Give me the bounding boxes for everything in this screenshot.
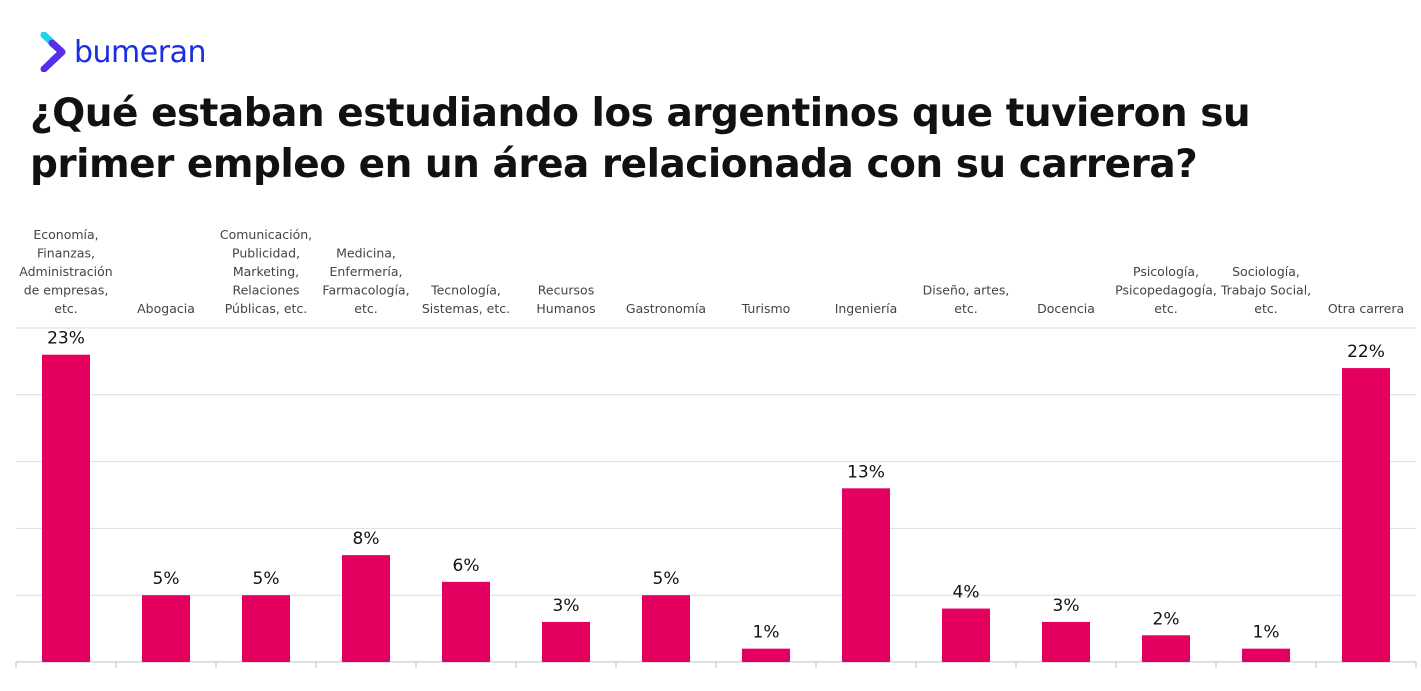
category-label-line: etc. [354,301,377,316]
category-label-line: Docencia [1037,301,1095,316]
category-label-line: Trabajo Social, [1220,283,1311,298]
category-label-line: Tecnología, [430,283,501,298]
category-label-line: Diseño, artes, [923,283,1010,298]
category-label-line: Ingeniería [835,301,898,316]
bar [742,648,790,662]
bar [942,608,990,662]
category-label-line: Psicopedagogía, [1115,283,1217,298]
category-label-line: Economía, [33,227,98,242]
category-label: Economía, Finanzas, Administración de empre… [19,227,112,316]
bar [1242,648,1290,662]
value-label: 8% [353,529,380,549]
value-label: 23% [47,329,85,349]
value-label: 1% [753,623,780,643]
logo-wordmark: bumeran [74,34,206,70]
value-label: 6% [453,556,480,576]
category-label-line: Administración [19,264,112,279]
bar [1142,635,1190,662]
category-label-line: Recursos [538,283,594,298]
category-label: Ingeniería [835,301,898,316]
bumeran-logo: bumeran [40,30,206,74]
value-label: 3% [1053,596,1080,616]
category-label-line: etc. [1254,301,1277,316]
chart-title: ¿Qué estaban estudiando los argentinos q… [30,91,1251,187]
category-label-line: etc. [954,301,977,316]
value-label: 5% [153,569,180,589]
category-label: Abogacia [137,301,195,316]
bar [1342,368,1390,662]
bar [1042,621,1090,662]
category-label: Docencia [1037,301,1095,316]
value-label: 3% [553,596,580,616]
category-label-line: Comunicación, [220,227,312,242]
category-label: Turismo [741,301,791,316]
category-label-line: Publicidad, [232,246,300,261]
bar [42,354,90,662]
bar [642,595,690,662]
category-label-line: Abogacia [137,301,195,316]
category-label: Otra carrera [1328,301,1404,316]
category-label: Diseño, artes, etc. [923,283,1010,317]
category-label: Comunicación, Publicidad, Marketing, Relaci… [220,227,312,316]
category-label: Recursos Humanos [536,283,595,317]
category-label-line: Farmacología, [322,283,409,298]
category-label-line: Sociología, [1232,264,1300,279]
category-label-line: Turismo [741,301,791,316]
value-label: 5% [253,569,280,589]
category-label: Medicina, Enfermería, Farmacología, etc. [322,246,409,317]
category-label-line: Medicina, [336,246,396,261]
bumeran-logo-icon [40,32,66,72]
value-label: 2% [1153,609,1180,629]
category-label-line: Marketing, [233,264,299,279]
bar [142,595,190,662]
category-label-line: Enfermería, [330,264,403,279]
category-label-line: Gastronomía [626,301,706,316]
category-label: Psicología, Psicopedagogía, etc. [1115,264,1217,316]
category-label-line: Públicas, etc. [225,301,308,316]
bar [242,595,290,662]
category-label-line: Finanzas, [37,246,95,261]
value-label: 22% [1347,342,1385,362]
category-label-line: etc. [1154,301,1177,316]
value-label: 5% [653,569,680,589]
value-label: 13% [847,462,885,482]
category-label-line: Otra carrera [1328,301,1404,316]
category-label-line: etc. [54,301,77,316]
bar [442,581,490,662]
category-label-line: Sistemas, etc. [422,301,510,316]
value-label: 1% [1253,623,1280,643]
value-label: 4% [953,583,980,603]
category-label-line: Relaciones [232,283,299,298]
category-label-line: de empresas, [24,283,109,298]
bar [542,621,590,662]
bar [842,488,890,662]
category-label-line: Humanos [536,301,595,316]
bar [342,555,390,662]
category-label: Sociología, Trabajo Social, etc. [1220,264,1311,316]
category-label: Gastronomía [626,301,706,316]
category-label-line: Psicología, [1133,264,1199,279]
category-label: Tecnología, Sistemas, etc. [422,283,510,317]
